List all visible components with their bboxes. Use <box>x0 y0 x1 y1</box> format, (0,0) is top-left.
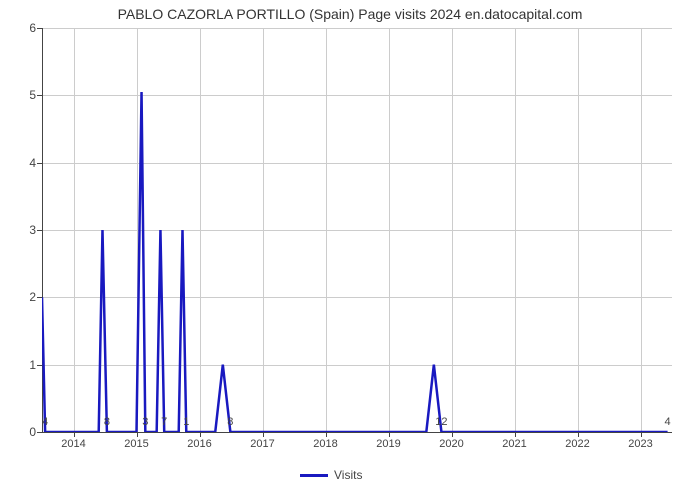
chart-title: PABLO CAZORLA PORTILLO (Spain) Page visi… <box>0 6 700 22</box>
x-value-label: 8 <box>227 417 233 428</box>
xtick-label: 2019 <box>376 432 400 450</box>
xtick-label: 2023 <box>628 432 652 450</box>
ytick-label: 3 <box>29 223 42 237</box>
x-value-label: 4 <box>42 417 48 428</box>
ytick-label: 6 <box>29 21 42 35</box>
legend-label-visits: Visits <box>334 468 362 482</box>
ytick-label: 0 <box>29 425 42 439</box>
x-value-label: 12 <box>435 417 447 428</box>
x-value-label: 8 <box>104 417 110 428</box>
x-value-label: 4 <box>665 417 671 428</box>
chart-container: PABLO CAZORLA PORTILLO (Spain) Page visi… <box>0 0 700 500</box>
xtick-label: 2016 <box>187 432 211 450</box>
ytick-label: 4 <box>29 156 42 170</box>
xtick-label: 2020 <box>439 432 463 450</box>
ytick-label: 2 <box>29 290 42 304</box>
x-value-label: 1 <box>183 417 189 428</box>
ytick-label: 5 <box>29 88 42 102</box>
x-axis-line <box>42 432 672 433</box>
xtick-label: 2017 <box>250 432 274 450</box>
legend: Visits <box>300 468 362 482</box>
xtick-label: 2021 <box>502 432 526 450</box>
xtick-label: 2015 <box>124 432 148 450</box>
xtick-label: 2018 <box>313 432 337 450</box>
plot-area: 0123456201420152016201720182019202020212… <box>42 28 672 432</box>
series-line-visits <box>42 28 672 432</box>
xtick-label: 2014 <box>61 432 85 450</box>
x-value-label: 7 <box>161 417 167 428</box>
legend-swatch-visits <box>300 474 328 477</box>
xtick-label: 2022 <box>565 432 589 450</box>
x-value-label: 3 <box>142 417 148 428</box>
ytick-label: 1 <box>29 358 42 372</box>
